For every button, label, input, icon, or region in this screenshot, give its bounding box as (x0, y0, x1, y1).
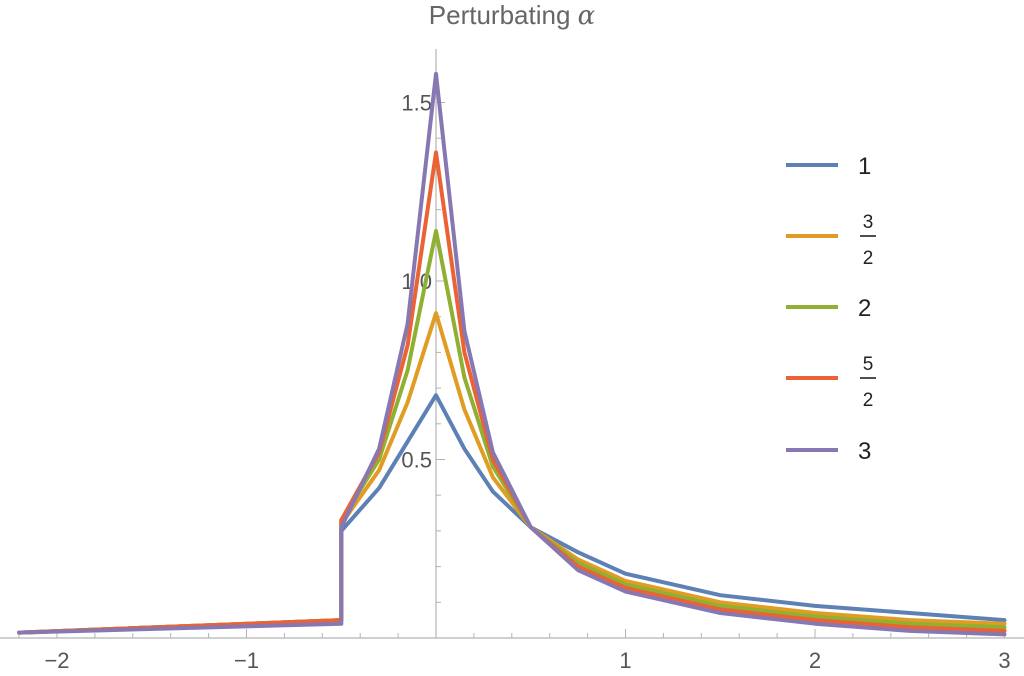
x-tick-label: 2 (809, 648, 821, 673)
y-tick-label: 0.5 (401, 448, 432, 473)
x-tick-label: 1 (619, 648, 631, 673)
legend-denominator: 2 (863, 390, 874, 411)
x-tick-label: 3 (998, 648, 1010, 673)
axes: −2 −1 1 2 30.51.01.5 (0, 48, 1024, 673)
y-tick-label: 1.5 (401, 91, 432, 116)
chart-title: Perturbating α (429, 0, 596, 31)
legend-denominator: 2 (863, 248, 874, 269)
legend-fraction: 32 (860, 212, 876, 269)
legend-numerator: 3 (863, 212, 874, 233)
legend-numerator: 5 (863, 354, 874, 375)
series-line-2 (17, 311, 1007, 635)
series-line-4 (17, 150, 1007, 635)
legend-fraction: 52 (860, 354, 876, 411)
series-line-3 (17, 229, 1007, 635)
legend-label: 2 (858, 295, 871, 322)
legend-label: 3 (858, 438, 871, 465)
legend-label: 1 (858, 153, 871, 180)
x-tick-label: −2 (44, 648, 69, 673)
series-line-5 (17, 71, 1007, 637)
series-line-1 (17, 393, 1007, 635)
series-layer (17, 71, 1007, 637)
x-tick-label: −1 (234, 648, 259, 673)
